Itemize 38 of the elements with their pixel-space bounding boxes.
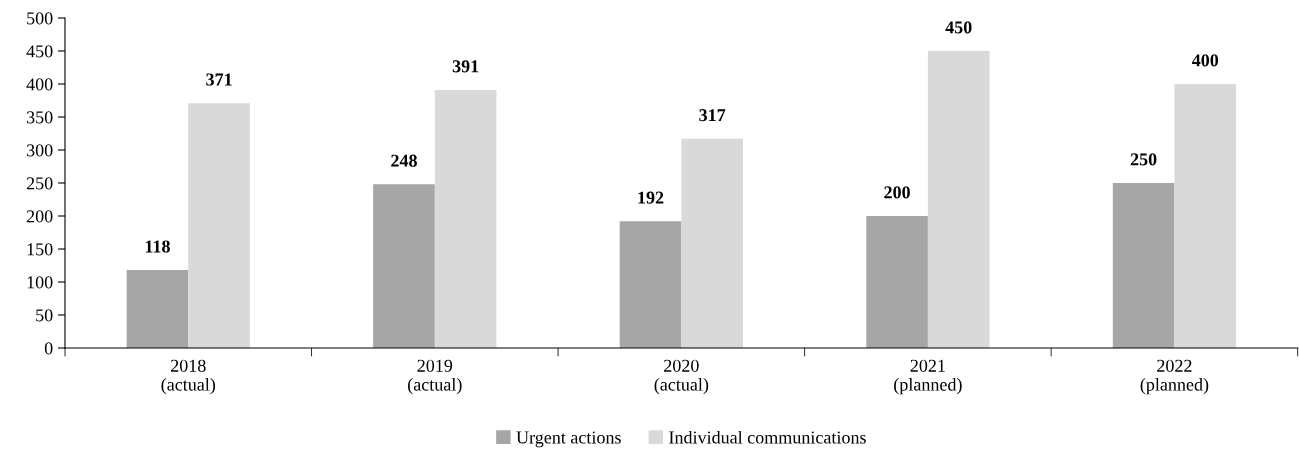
legend-label: Urgent actions <box>516 431 621 448</box>
y-tick-label: 50 <box>36 309 53 322</box>
bar <box>927 51 990 348</box>
bar <box>126 270 189 348</box>
y-tick-label: 250 <box>26 177 53 190</box>
x-tick-label: 2021 (planned) <box>894 359 962 395</box>
data-label: 248 <box>391 154 417 167</box>
x-tick-label: 2020 (actual) <box>654 359 709 395</box>
y-tick-label: 200 <box>26 210 53 223</box>
x-tick-label: 2019 (actual) <box>408 359 462 395</box>
data-label: 450 <box>945 21 972 34</box>
data-label: 371 <box>206 73 232 86</box>
bar <box>1112 183 1175 348</box>
y-tick-label: 150 <box>27 243 53 256</box>
data-label: 400 <box>1191 54 1219 67</box>
bar <box>681 138 743 348</box>
y-tick-label: 350 <box>26 111 53 124</box>
data-label: 200 <box>884 186 910 199</box>
y-tick-label: 400 <box>26 78 53 91</box>
bar <box>619 221 682 348</box>
x-tick-label: 2018 (actual) <box>161 359 216 395</box>
data-label: 391 <box>452 60 479 73</box>
y-tick-label: 300 <box>26 144 53 157</box>
data-label: 192 <box>638 191 664 204</box>
legend-label: Individual communications <box>669 430 866 444</box>
bar <box>373 184 435 348</box>
y-tick-label: 500 <box>27 12 53 25</box>
y-tick-label: 0 <box>44 342 53 355</box>
bar <box>434 89 497 348</box>
data-label: 250 <box>1130 153 1157 166</box>
bar <box>866 216 928 348</box>
data-label: 118 <box>145 240 170 253</box>
y-tick-label: 450 <box>26 45 53 58</box>
y-tick-label: 100 <box>27 276 53 289</box>
bar <box>188 103 250 348</box>
bar <box>1174 84 1237 348</box>
x-tick-label: 2022 (planned) <box>1140 359 1209 395</box>
data-label: 317 <box>699 109 726 122</box>
